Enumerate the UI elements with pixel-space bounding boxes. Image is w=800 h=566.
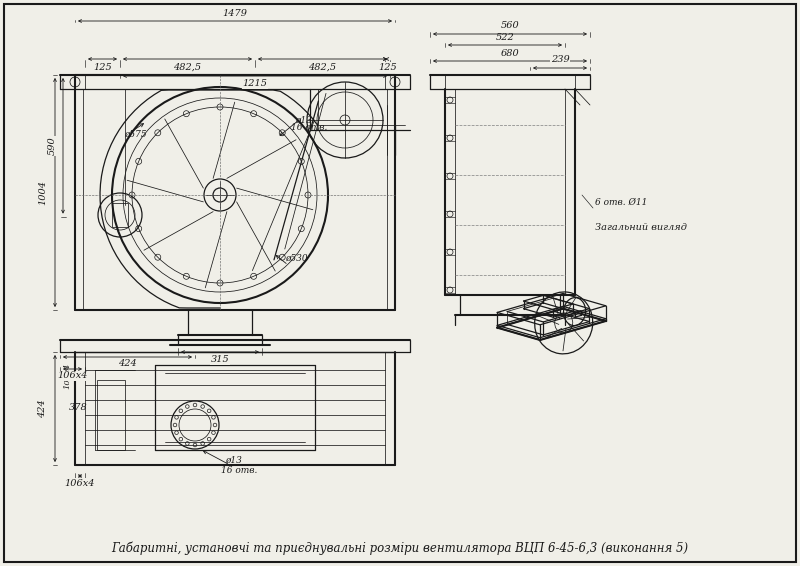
Text: 106x4: 106x4 xyxy=(63,363,71,389)
Text: 424: 424 xyxy=(118,359,137,368)
Text: ø13: ø13 xyxy=(225,456,242,465)
Bar xyxy=(112,203,128,227)
Text: 106x4: 106x4 xyxy=(58,371,88,380)
Text: 378: 378 xyxy=(69,404,87,413)
Text: ø13: ø13 xyxy=(295,116,312,125)
Text: Габаритні, установчі та приєднувальні розміри вентилятора ВЦП 6-45-6,3 (виконанн: Габаритні, установчі та приєднувальні ро… xyxy=(111,541,689,555)
Text: Загальний вигляд: Загальний вигляд xyxy=(595,223,687,232)
Text: 424: 424 xyxy=(38,399,47,418)
Text: 680: 680 xyxy=(501,49,519,58)
Text: 482,5: 482,5 xyxy=(174,62,202,71)
Text: 16 отв.: 16 отв. xyxy=(221,466,258,475)
Text: 239: 239 xyxy=(550,55,570,65)
Text: 125: 125 xyxy=(378,62,397,71)
Text: 1479: 1479 xyxy=(222,10,247,19)
Text: 560: 560 xyxy=(501,22,519,31)
Text: ø530: ø530 xyxy=(286,254,308,263)
Text: 590: 590 xyxy=(47,136,57,155)
Text: 125: 125 xyxy=(93,62,112,71)
Text: 1004: 1004 xyxy=(38,180,47,205)
Text: 522: 522 xyxy=(496,32,514,41)
Text: 16 отв.: 16 отв. xyxy=(291,123,327,132)
Text: ø575: ø575 xyxy=(125,130,147,139)
Text: 1215: 1215 xyxy=(242,79,267,88)
Text: 482,5: 482,5 xyxy=(309,62,337,71)
Text: 6 отв. Ø11: 6 отв. Ø11 xyxy=(595,198,647,207)
Bar xyxy=(97,380,125,450)
Text: 315: 315 xyxy=(210,355,230,365)
Circle shape xyxy=(213,188,227,202)
Text: 106x4: 106x4 xyxy=(65,478,95,487)
